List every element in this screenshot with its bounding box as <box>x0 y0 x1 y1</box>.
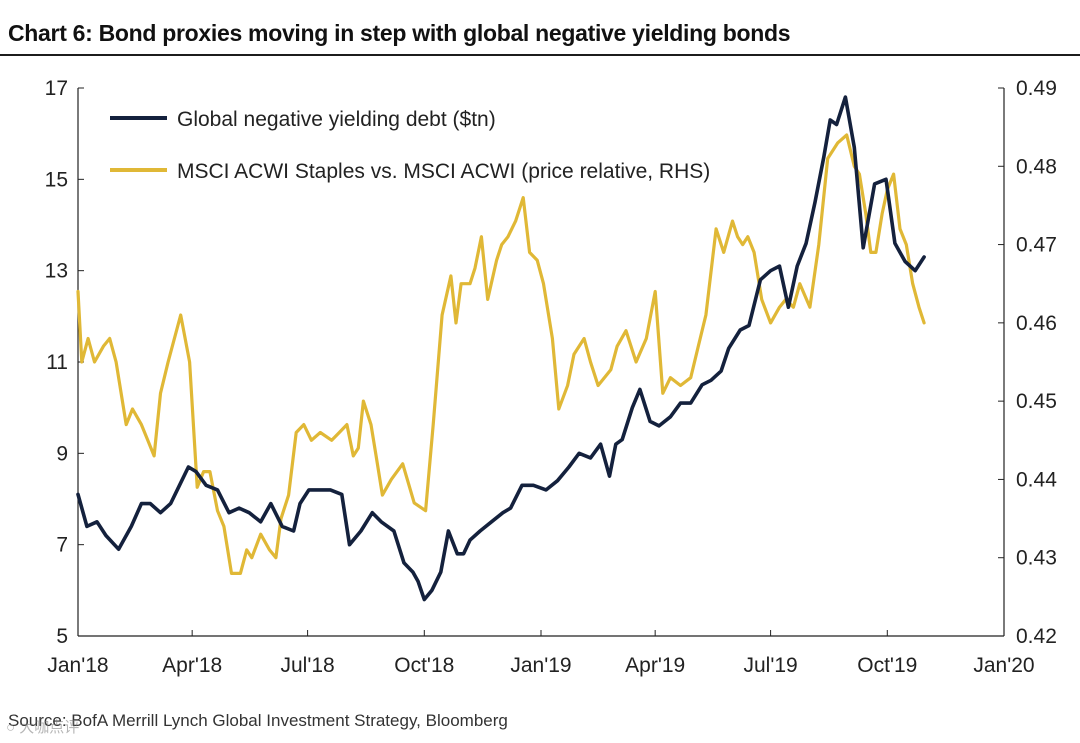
title-underline <box>0 54 1080 56</box>
x-tick-label: Apr'18 <box>162 654 222 677</box>
x-tick-label: Jan'20 <box>973 654 1034 677</box>
series-layer <box>76 95 926 602</box>
chart-title: Chart 6: Bond proxies moving in step wit… <box>8 20 791 46</box>
y-left-tick-label: 5 <box>56 625 68 648</box>
x-tick-label: Jan'18 <box>47 654 108 677</box>
y-right-tick-label: 0.49 <box>1016 77 1057 100</box>
y-right-tick-label: 0.44 <box>1016 468 1057 491</box>
legend-label-debt: Global negative yielding debt ($tn) <box>177 108 496 131</box>
x-tick-label: Jul'18 <box>280 654 334 677</box>
y-left-tick-label: 15 <box>45 168 68 191</box>
y-left-tick-label: 11 <box>46 351 68 374</box>
x-tick-label: Jan'19 <box>510 654 571 677</box>
series-line-negative-yielding-debt <box>76 95 926 602</box>
y-left-tick-label: 17 <box>45 77 68 100</box>
chart-canvas: 5 7 9 11 13 15 17 0.42 0.43 0.44 0.45 0.46 0.47 0.48 0… <box>45 77 1058 677</box>
x-tick-label: Apr'19 <box>625 654 685 677</box>
y-right-tick-label: 0.42 <box>1016 625 1057 648</box>
y-right-tick-label: 0.46 <box>1016 312 1057 335</box>
watermark-logo: ○ 大咖点评 <box>6 719 80 736</box>
y-left-tick-label: 13 <box>45 260 68 283</box>
legend-label-staples: MSCI ACWI Staples vs. MSCI ACWI (price r… <box>177 160 710 183</box>
y-right-tick-label: 0.45 <box>1016 390 1057 413</box>
x-tick-label: Oct'19 <box>857 654 917 677</box>
source-note: Source: BofA Merrill Lynch Global Invest… <box>8 711 508 730</box>
series-line-staples-relative <box>76 133 926 576</box>
y-left-tick-label: 7 <box>56 534 68 557</box>
y-right-tick-label: 0.43 <box>1016 547 1057 570</box>
x-tick-label: Jul'19 <box>743 654 797 677</box>
x-tick-label: Oct'18 <box>394 654 454 677</box>
y-right-tick-label: 0.48 <box>1016 155 1057 178</box>
axes-layer: 5 7 9 11 13 15 17 0.42 0.43 0.44 0.45 0.46 0.47 0.48 0… <box>45 77 1058 677</box>
y-left-tick-label: 9 <box>56 442 68 465</box>
legend: Global negative yielding debt ($tn) MSCI… <box>110 108 710 183</box>
y-right-tick-label: 0.47 <box>1016 234 1057 257</box>
